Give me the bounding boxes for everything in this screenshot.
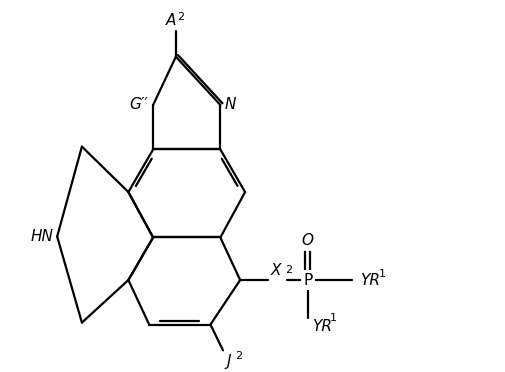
Text: YR: YR xyxy=(360,273,379,288)
Text: N: N xyxy=(224,97,235,112)
Text: G′′: G′′ xyxy=(129,97,148,112)
Text: X: X xyxy=(270,263,281,278)
Text: 1: 1 xyxy=(378,269,385,279)
Text: 2: 2 xyxy=(177,12,184,22)
Text: HN: HN xyxy=(30,229,53,244)
Text: P: P xyxy=(302,273,312,288)
Text: 1: 1 xyxy=(330,313,336,323)
Text: YR: YR xyxy=(311,319,331,334)
Text: J: J xyxy=(227,354,231,369)
Text: 2: 2 xyxy=(285,265,292,275)
Text: O: O xyxy=(301,233,313,248)
Text: A: A xyxy=(165,13,176,28)
Text: 2: 2 xyxy=(235,351,242,361)
